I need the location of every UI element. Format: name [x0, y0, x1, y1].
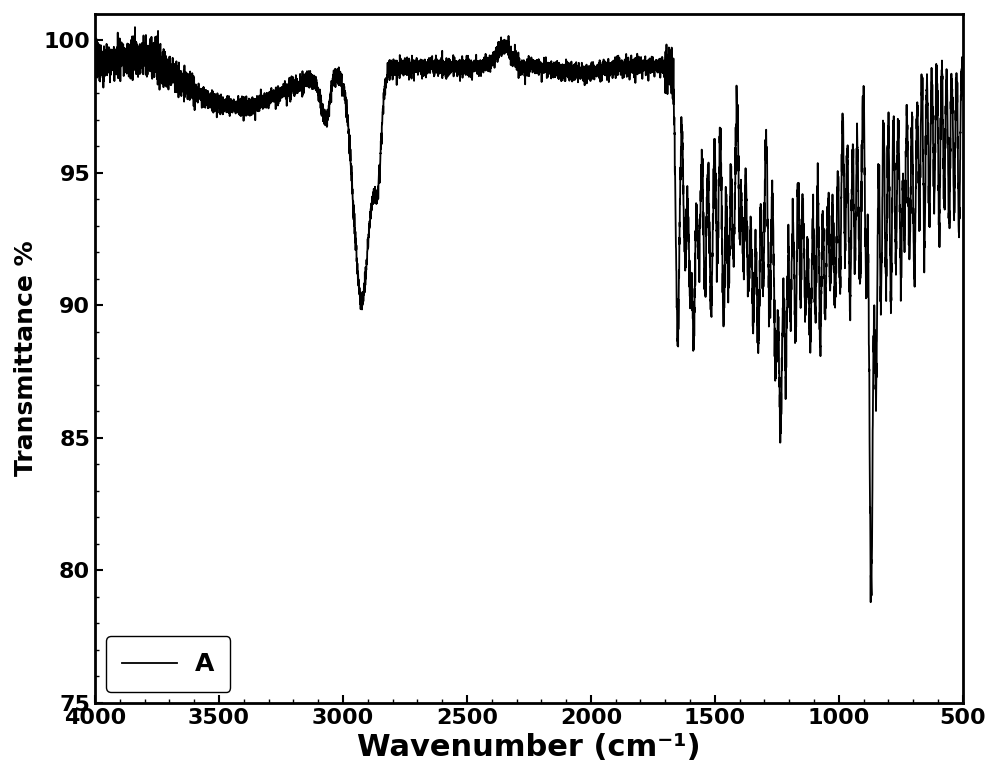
- Line: A: A: [95, 27, 963, 602]
- A: [417, 69, 429, 78]
- A: [957, 60, 969, 69]
- A: [676, 134, 688, 144]
- A: [89, 57, 101, 67]
- A: [135, 49, 147, 58]
- A: [434, 64, 446, 73]
- Legend: A: A: [106, 636, 230, 691]
- X-axis label: Wavenumber (cm⁻¹): Wavenumber (cm⁻¹): [357, 733, 701, 762]
- A: [509, 61, 521, 70]
- Y-axis label: Transmittance %: Transmittance %: [14, 241, 38, 476]
- A: [316, 103, 328, 113]
- A: [865, 598, 877, 607]
- A: [129, 23, 141, 32]
